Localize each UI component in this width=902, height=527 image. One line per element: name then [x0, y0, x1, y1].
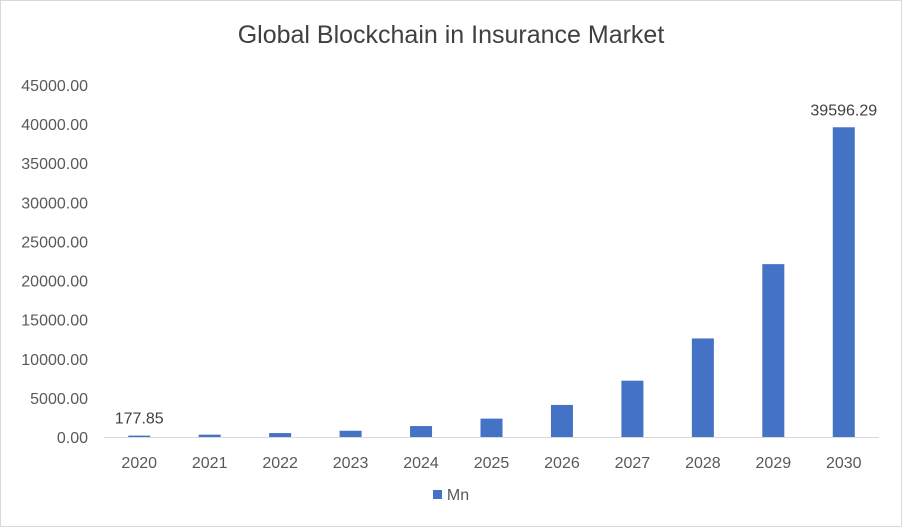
- bar-2027: [621, 380, 644, 437]
- y-tick-label: 40000.00: [21, 117, 88, 134]
- x-tick-label: 2026: [544, 455, 580, 472]
- y-tick-label: 15000.00: [21, 313, 88, 330]
- bar-2022: [269, 433, 292, 437]
- bar-2026: [550, 404, 573, 437]
- legend-label: Mn: [446, 487, 470, 504]
- bar-2020: [128, 435, 151, 437]
- x-tick-label: 2022: [262, 455, 298, 472]
- bar-2029: [762, 264, 785, 437]
- legend: Mn: [1, 487, 901, 505]
- x-tick-label: 2024: [403, 455, 439, 472]
- bar-2030: [832, 127, 855, 438]
- y-axis-ticks: 0.00 5000.00 10000.00 15000.00 20000.00 25000…: [21, 78, 88, 447]
- x-tick-label: 2020: [121, 455, 157, 472]
- y-tick-label: 25000.00: [21, 234, 88, 251]
- x-axis-ticks: 2020 2021 2022 2023 2024 2025 2026 2027 2028 2029…: [121, 455, 861, 472]
- x-tick-label: 2030: [826, 455, 862, 472]
- y-tick-label: 5000.00: [30, 391, 88, 408]
- y-tick-label: 10000.00: [21, 352, 88, 369]
- bar-2024: [410, 426, 433, 437]
- bar-2025: [480, 418, 503, 437]
- x-tick-label: 2021: [192, 455, 228, 472]
- x-tick-label: 2028: [685, 455, 721, 472]
- x-tick-label: 2023: [333, 455, 369, 472]
- y-tick-label: 45000.00: [21, 78, 88, 95]
- bar-2021: [198, 434, 221, 437]
- y-tick-label: 20000.00: [21, 274, 88, 291]
- legend-swatch: [432, 490, 442, 499]
- y-tick-label: 35000.00: [21, 156, 88, 173]
- data-labels: 177.85 39596.29: [115, 102, 877, 427]
- bar-2028: [691, 338, 714, 437]
- chart-title: Global Blockchain in Insurance Market: [237, 21, 665, 49]
- bars: [128, 127, 855, 438]
- y-tick-label: 0.00: [57, 430, 88, 447]
- x-tick-label: 2025: [474, 455, 510, 472]
- y-tick-label: 30000.00: [21, 195, 88, 212]
- x-tick-label: 2027: [615, 455, 651, 472]
- x-tick-label: 2029: [756, 455, 792, 472]
- data-label: 177.85: [115, 411, 164, 428]
- data-label: 39596.29: [810, 102, 877, 119]
- bar-2023: [339, 430, 362, 437]
